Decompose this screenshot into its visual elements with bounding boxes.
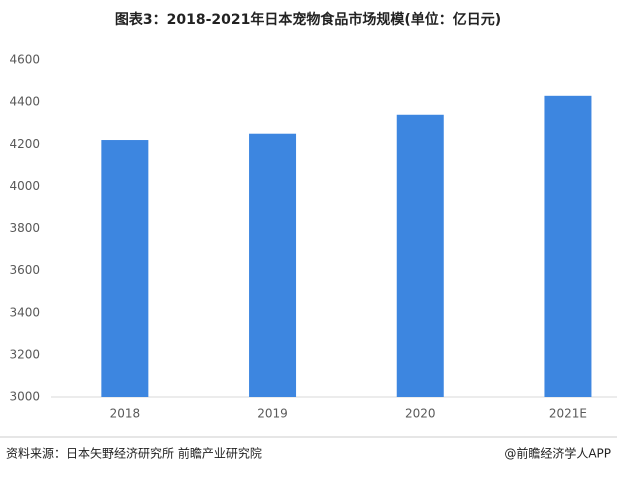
y-tick-label: 4200 [9,137,40,151]
bar [101,140,149,397]
y-tick-label: 3600 [9,263,40,277]
x-tick-label: 2019 [257,407,288,421]
y-tick-label: 4600 [9,53,40,67]
y-tick-label: 3200 [9,347,40,361]
y-tick-label: 3000 [9,390,40,404]
x-tick-label: 2018 [110,407,141,421]
chart-title: 图表3：2018-2021年日本宠物食品市场规模(单位：亿日元) [115,11,501,28]
y-tick-label: 4400 [9,95,40,109]
bar [396,114,444,397]
x-tick-label: 2020 [405,407,436,421]
x-tick-label: 2021E [549,407,587,421]
y-tick-label: 4000 [9,179,40,193]
y-tick-label: 3400 [9,305,40,319]
source: 资料来源：日本矢野经济研究所 前瞻产业研究院 [6,446,262,461]
bar [544,95,592,398]
bar [249,133,297,397]
credit: @前瞻经济学人APP [504,446,611,461]
y-tick-label: 3800 [9,221,40,235]
